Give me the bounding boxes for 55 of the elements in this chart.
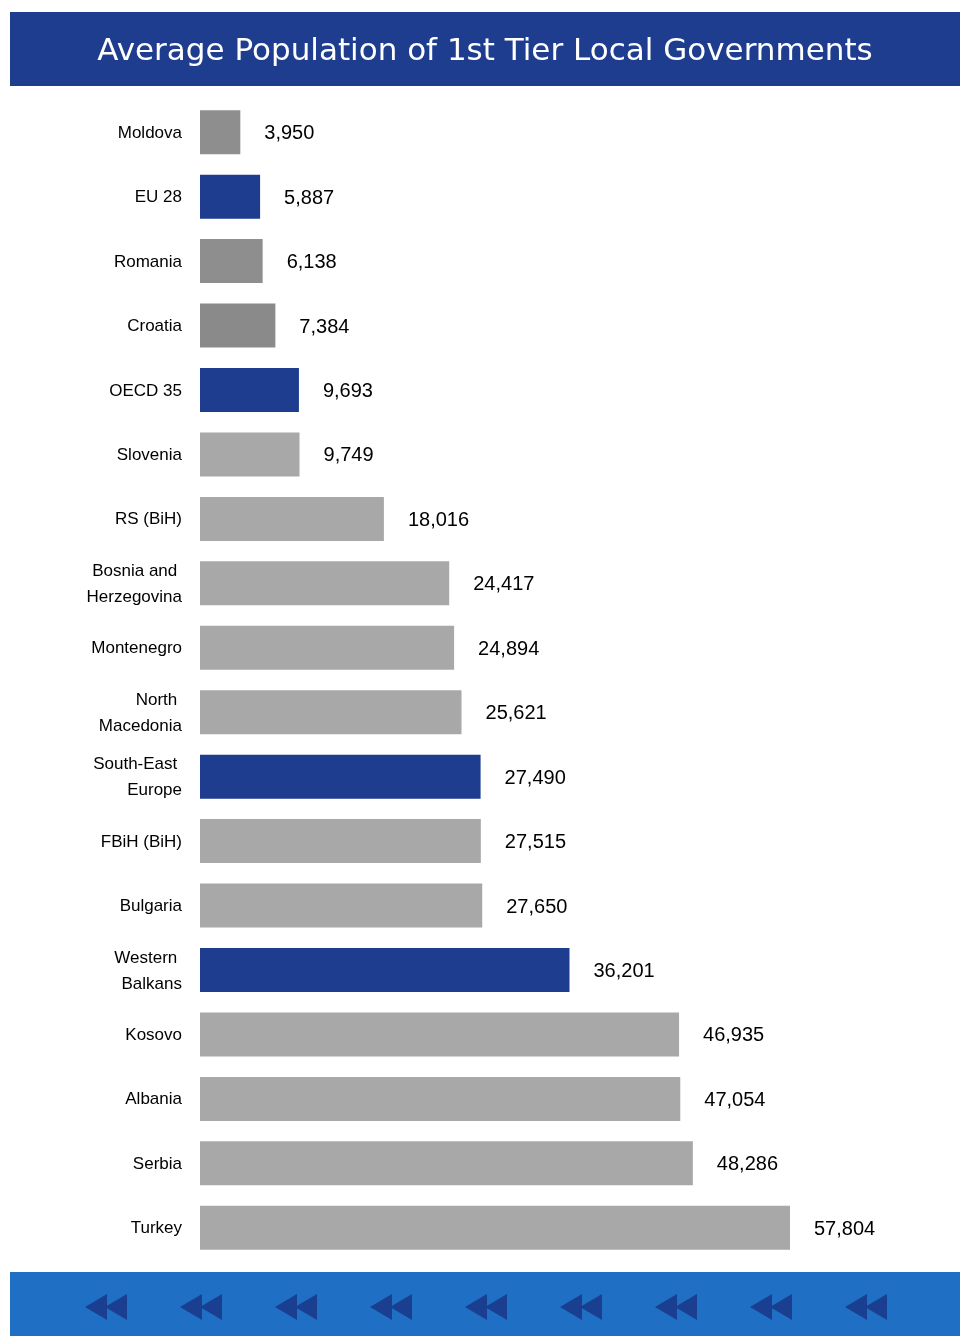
y-tick-label: Moldova (117, 122, 183, 142)
data-label: 25,621 (485, 701, 547, 724)
chart-title: Average Population of 1st Tier Local Governments (10, 12, 960, 86)
data-label: 46,935 (703, 1023, 765, 1046)
y-tick-label: Kosovo (125, 1024, 182, 1044)
data-label: 5,887 (284, 185, 335, 208)
bar (200, 303, 276, 348)
data-label: 27,490 (504, 765, 566, 788)
y-tick-label: Albania (125, 1089, 183, 1109)
data-label: 9,693 (322, 379, 373, 401)
y-tick-label: Croatia (127, 316, 183, 336)
bar (200, 561, 450, 606)
bar (200, 1205, 790, 1250)
data-label: 57,804 (814, 1216, 876, 1239)
bar (200, 496, 384, 541)
y-tick-label: Western Balkans (114, 947, 182, 993)
bar (200, 948, 570, 992)
bar (200, 754, 481, 799)
bar (200, 174, 261, 219)
bar (200, 432, 300, 477)
y-tick-label: Serbia (132, 1153, 183, 1173)
y-tick-label: Bulgaria (119, 896, 183, 916)
bar (200, 690, 462, 735)
y-tick-label: Montenegro (91, 638, 182, 658)
y-tick-label: North Macedonia (98, 689, 183, 735)
y-tick-label: EU 28 (134, 187, 182, 207)
y-tick-label: Bosnia and Herzegovina (86, 560, 183, 606)
y-tick-label: Turkey (130, 1218, 183, 1238)
data-label: 48,286 (716, 1152, 779, 1175)
data-label: 27,515 (504, 830, 567, 853)
bar (200, 1076, 681, 1121)
bar (200, 368, 299, 412)
bar (200, 1141, 693, 1186)
bar (200, 883, 483, 928)
data-label: 24,894 (478, 636, 540, 659)
data-label: 18,016 (407, 507, 470, 530)
data-label: 36,201 (593, 959, 655, 981)
data-label: 7,384 (299, 314, 350, 337)
data-label: 3,950 (264, 121, 315, 144)
bar (200, 110, 241, 155)
bar (200, 819, 481, 864)
y-tick-label: Slovenia (116, 444, 183, 464)
bar (200, 1012, 680, 1057)
y-tick-label: FBiH (BiH) (100, 831, 182, 851)
y-tick-label: Romania (113, 251, 183, 271)
data-label: 24,417 (473, 572, 535, 595)
y-tick-label: RS (BiH) (114, 509, 182, 529)
data-label: 9,749 (323, 443, 374, 466)
bar (200, 239, 263, 284)
data-label: 47,054 (704, 1087, 766, 1110)
y-tick-label: South-East Europe (93, 754, 182, 800)
data-label: 6,138 (286, 250, 337, 273)
y-tick-label: OECD 35 (109, 380, 182, 400)
data-label: 27,650 (506, 894, 568, 917)
bar (200, 625, 455, 670)
